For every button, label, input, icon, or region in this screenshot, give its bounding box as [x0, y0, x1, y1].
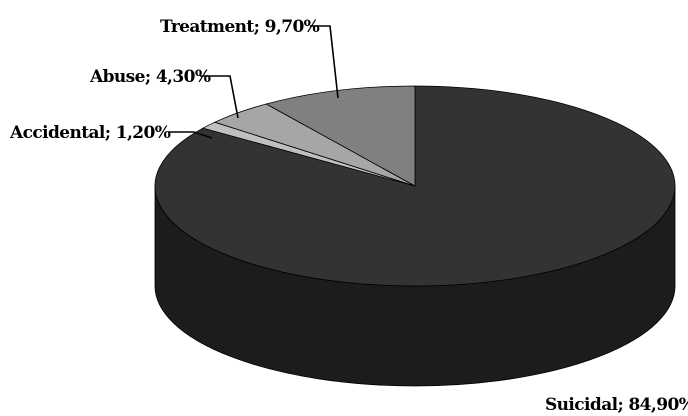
pie-slice-suicidal [154, 85, 676, 287]
leader-line-abuse [200, 75, 239, 119]
pie-tops [154, 85, 676, 287]
slice-label-abuse: Abuse; 4,30% [89, 67, 211, 87]
leader-line-accidental [168, 131, 213, 139]
slice-labels: Suicidal; 84,90% Accidental; 1,20% Abuse; … [9, 17, 688, 415]
leader-lines [168, 25, 339, 139]
slice-label-accidental: Accidental; 1,20% [9, 123, 171, 143]
slice-label-suicidal: Suicidal; 84,90% [545, 395, 688, 415]
slice-label-treatment: Treatment; 9,70% [160, 17, 320, 37]
leader-line-treatment [310, 25, 339, 99]
